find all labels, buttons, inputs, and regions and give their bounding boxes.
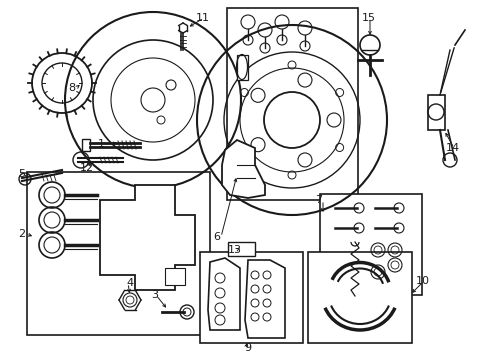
Text: 4: 4	[126, 278, 133, 288]
Bar	[82, 139, 90, 151]
Text: 8: 8	[68, 83, 75, 93]
Text: 1: 1	[98, 139, 105, 149]
Text: 5: 5	[18, 169, 25, 179]
Text: 3: 3	[151, 290, 158, 300]
Bar	[427, 95, 444, 130]
Bar	[237, 55, 247, 80]
Bar	[307, 252, 411, 343]
Text: 9: 9	[244, 343, 251, 353]
Bar	[200, 252, 303, 343]
Text: 14: 14	[445, 143, 459, 153]
Bar	[227, 242, 254, 256]
Bar	[319, 194, 421, 295]
Polygon shape	[222, 140, 264, 198]
Text: 2: 2	[18, 229, 25, 239]
Text: 11: 11	[196, 13, 209, 23]
Text: 13: 13	[227, 245, 242, 255]
Bar	[164, 268, 184, 285]
Text: 7: 7	[314, 195, 322, 205]
Polygon shape	[207, 258, 240, 330]
Bar	[226, 8, 357, 200]
Text: 10: 10	[415, 276, 429, 286]
Text: 6: 6	[213, 232, 220, 242]
Polygon shape	[100, 185, 195, 290]
Polygon shape	[244, 260, 285, 338]
Bar	[27, 172, 209, 335]
Text: 15: 15	[361, 13, 375, 23]
Text: 12: 12	[80, 163, 94, 173]
